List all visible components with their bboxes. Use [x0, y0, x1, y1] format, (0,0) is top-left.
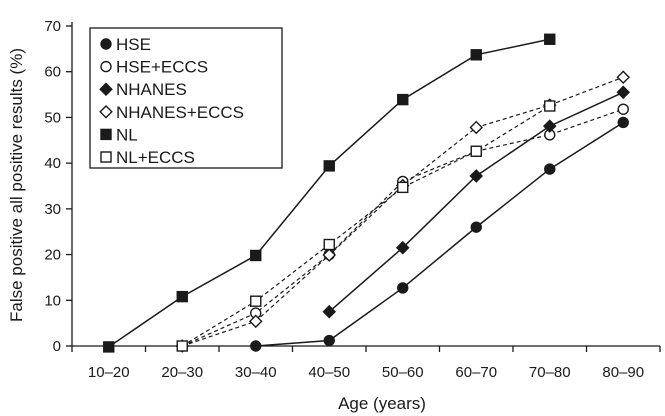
data-point — [469, 120, 484, 135]
data-point — [248, 314, 263, 329]
data-point — [470, 145, 482, 157]
legend-label: NHANES — [116, 80, 187, 99]
y-tick-label: 0 — [53, 338, 61, 355]
data-point — [323, 334, 335, 347]
data-point — [322, 248, 337, 262]
series-line — [181, 105, 551, 347]
series-nhanes — [322, 85, 631, 319]
data-point — [616, 70, 631, 84]
data-point — [395, 240, 410, 255]
data-point — [323, 160, 335, 172]
legend-marker — [100, 128, 112, 141]
y-tick-label: 50 — [44, 109, 61, 126]
x-tick-label: 50–60 — [382, 364, 424, 381]
data-point — [397, 181, 409, 194]
data-point — [544, 33, 556, 45]
legend-marker — [99, 82, 113, 96]
legend-label: HSE+ECCS — [116, 58, 208, 77]
legend-marker — [100, 38, 112, 50]
data-point — [617, 116, 629, 129]
legend-label: NHANES+ECCS — [116, 103, 244, 122]
data-point — [250, 249, 262, 262]
data-point — [617, 103, 629, 115]
legend-marker — [100, 151, 112, 163]
legend-item-hse-plus-eccs: HSE+ECCS — [100, 58, 208, 77]
legend-marker — [100, 60, 112, 73]
y-tick-label: 30 — [44, 201, 61, 218]
legend-frame — [89, 27, 283, 169]
x-axis-title: Age (years) — [338, 394, 426, 413]
x-tick-label: 60–70 — [455, 364, 497, 381]
y-axis-title: False positive all positive results (%) — [7, 48, 26, 322]
y-tick-label: 10 — [44, 292, 61, 309]
legend-item-nhanes: NHANES — [99, 80, 187, 99]
legend-marker — [99, 105, 113, 119]
data-point — [397, 282, 409, 294]
data-point — [469, 169, 484, 183]
data-point — [250, 340, 262, 352]
y-tick-label: 20 — [44, 247, 61, 264]
series-nl — [103, 33, 556, 353]
series-nl-plus-eccs — [176, 100, 556, 352]
x-tick-label: 20–30 — [161, 364, 203, 381]
legend-item-nl: NL — [100, 125, 138, 144]
x-tick-label: 30–40 — [235, 364, 277, 381]
legend: HSE HSE+ECCS NHANES NHANES+ECCS NL NL+ECCS — [89, 27, 283, 169]
data-point — [544, 163, 556, 175]
x-tick-label: 80–90 — [602, 364, 644, 381]
data-point — [616, 85, 631, 100]
legend-label: HSE — [116, 35, 151, 54]
data-point — [176, 290, 188, 303]
legend-item-hse: HSE — [100, 35, 151, 54]
x-tick-label: 40–50 — [308, 364, 350, 381]
series-layer — [103, 33, 631, 353]
series-hse — [250, 116, 629, 352]
legend-item-nl-plus-eccs: NL+ECCS — [100, 148, 195, 167]
data-point — [103, 341, 115, 353]
y-tick-label: 40 — [44, 155, 61, 172]
data-point — [542, 119, 557, 133]
legend-item-nhanes-plus-eccs: NHANES+ECCS — [99, 103, 244, 122]
y-tick-label: 70 — [44, 18, 61, 35]
data-point — [470, 49, 482, 61]
legend-label: NL+ECCS — [116, 148, 195, 167]
data-point — [470, 221, 482, 233]
data-point — [544, 100, 556, 112]
data-point — [323, 238, 335, 251]
legend-label: NL — [116, 125, 138, 144]
axes-layer: 0 10 20 30 40 50 60 70 10–20 20–30 30–40 40–50 50–60… — [44, 18, 661, 381]
data-point — [250, 295, 262, 307]
x-tick-label: 70–80 — [529, 364, 571, 381]
data-point — [176, 340, 188, 352]
y-tick-label: 60 — [44, 64, 61, 81]
data-point — [322, 304, 337, 319]
x-tick-label: 10–20 — [88, 364, 130, 381]
series-line — [255, 121, 624, 347]
data-point — [397, 93, 409, 106]
